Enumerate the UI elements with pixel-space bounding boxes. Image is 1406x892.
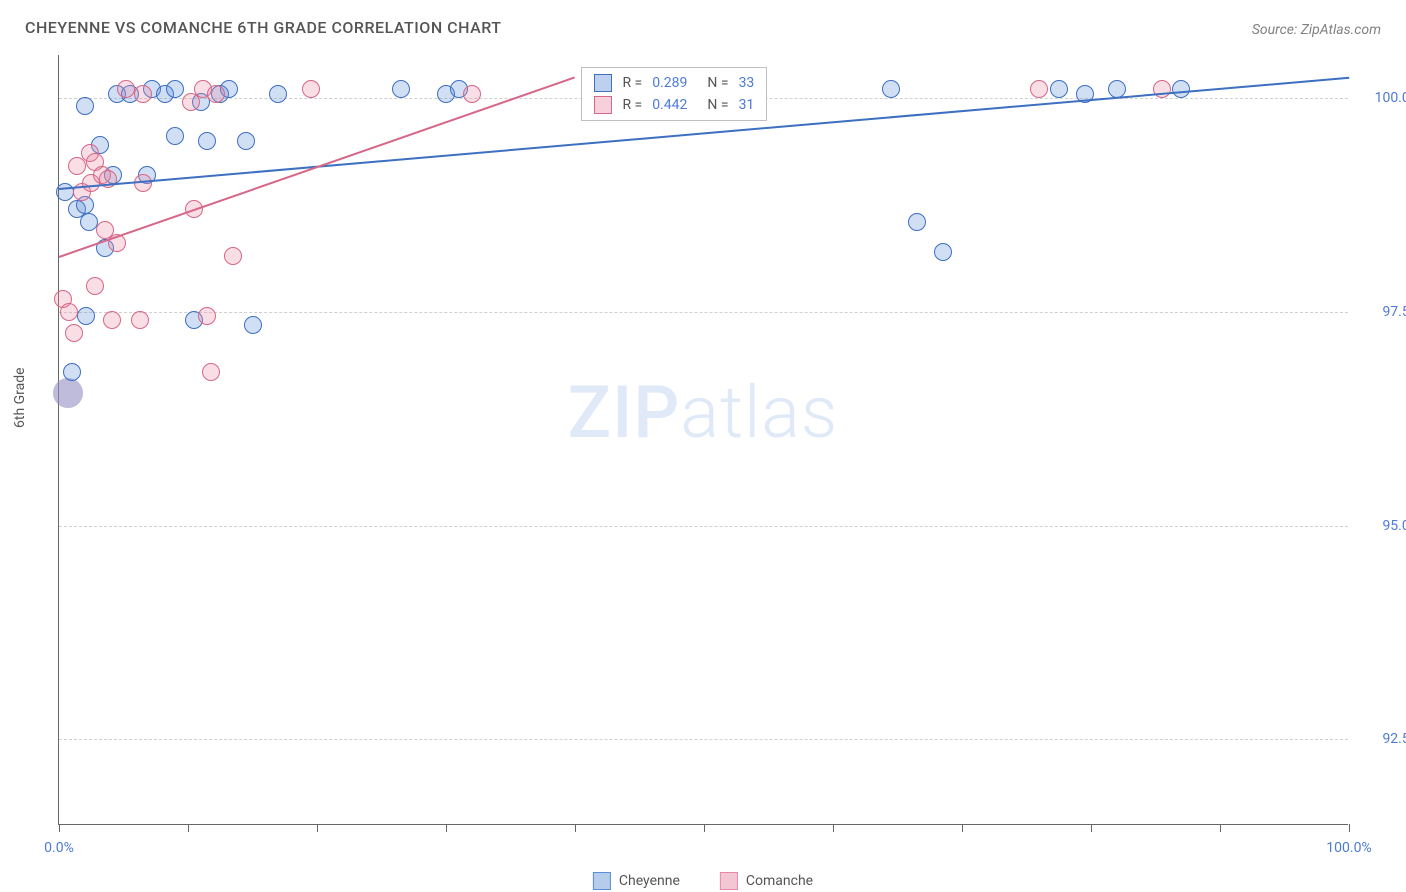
plot-area: 92.5%95.0%97.5%100.0%0.0%100.0%R =0.289N… [58, 55, 1348, 825]
y-tick-label: 100.0% [1375, 90, 1406, 106]
x-tick [704, 824, 705, 832]
scatter-marker [77, 307, 95, 325]
gridline [59, 526, 1348, 527]
y-tick-label: 95.0% [1382, 518, 1406, 534]
stats-row: R =0.442N =31 [590, 94, 758, 116]
scatter-marker [463, 85, 481, 103]
scatter-marker [103, 311, 121, 329]
x-tick [317, 824, 318, 832]
scatter-marker [302, 80, 320, 98]
scatter-marker [56, 183, 74, 201]
scatter-marker [1153, 80, 1171, 98]
scatter-marker [1172, 80, 1190, 98]
legend-item: Comanche [720, 872, 813, 890]
scatter-marker [76, 97, 94, 115]
scatter-marker [198, 132, 216, 150]
y-tick-label: 97.5% [1382, 304, 1406, 320]
scatter-marker [392, 80, 410, 98]
scatter-marker [134, 174, 152, 192]
scatter-marker [882, 80, 900, 98]
scatter-marker [269, 85, 287, 103]
scatter-marker [80, 213, 98, 231]
x-tick [1220, 824, 1221, 832]
scatter-marker [1030, 80, 1048, 98]
legend-label: Cheyenne [619, 873, 680, 889]
scatter-marker [237, 132, 255, 150]
x-tick [962, 824, 963, 832]
x-tick [59, 824, 60, 832]
scatter-marker [244, 316, 262, 334]
scatter-marker [202, 363, 220, 381]
scatter-marker [65, 324, 83, 342]
scatter-marker [1050, 80, 1068, 98]
chart-title: CHEYENNE VS COMANCHE 6TH GRADE CORRELATI… [25, 18, 501, 37]
stats-swatch [594, 74, 612, 92]
scatter-marker [166, 80, 184, 98]
legend-label: Comanche [746, 873, 813, 889]
stats-row: R =0.289N =33 [590, 72, 758, 94]
stats-swatch [594, 96, 612, 114]
x-tick [446, 824, 447, 832]
scatter-marker [131, 311, 149, 329]
scatter-marker [60, 303, 78, 321]
scatter-marker [63, 363, 81, 381]
legend-bottom: Cheyenne Comanche [593, 872, 813, 890]
scatter-marker [207, 85, 225, 103]
gridline [59, 739, 1348, 740]
x-tick [833, 824, 834, 832]
x-tick [1091, 824, 1092, 832]
scatter-marker [934, 243, 952, 261]
scatter-marker [908, 213, 926, 231]
scatter-marker [198, 307, 216, 325]
x-tick [188, 824, 189, 832]
stats-box: R =0.289N =33R =0.442N =31 [581, 67, 767, 121]
x-tick-label: 0.0% [44, 840, 74, 856]
source-label: Source: ZipAtlas.com [1252, 22, 1381, 38]
scatter-marker [86, 277, 104, 295]
legend-swatch [593, 872, 611, 890]
x-tick-label: 100.0% [1326, 840, 1371, 856]
scatter-marker-large [53, 378, 83, 408]
scatter-marker [134, 85, 152, 103]
x-tick [575, 824, 576, 832]
legend-swatch [720, 872, 738, 890]
scatter-marker [182, 93, 200, 111]
scatter-marker [224, 247, 242, 265]
legend-item: Cheyenne [593, 872, 680, 890]
x-tick [1349, 824, 1350, 832]
scatter-marker [166, 127, 184, 145]
trend-line [59, 76, 576, 258]
scatter-marker [117, 80, 135, 98]
y-axis-label: 6th Grade [12, 367, 28, 428]
y-tick-label: 92.5% [1382, 731, 1406, 747]
gridline [59, 312, 1348, 313]
